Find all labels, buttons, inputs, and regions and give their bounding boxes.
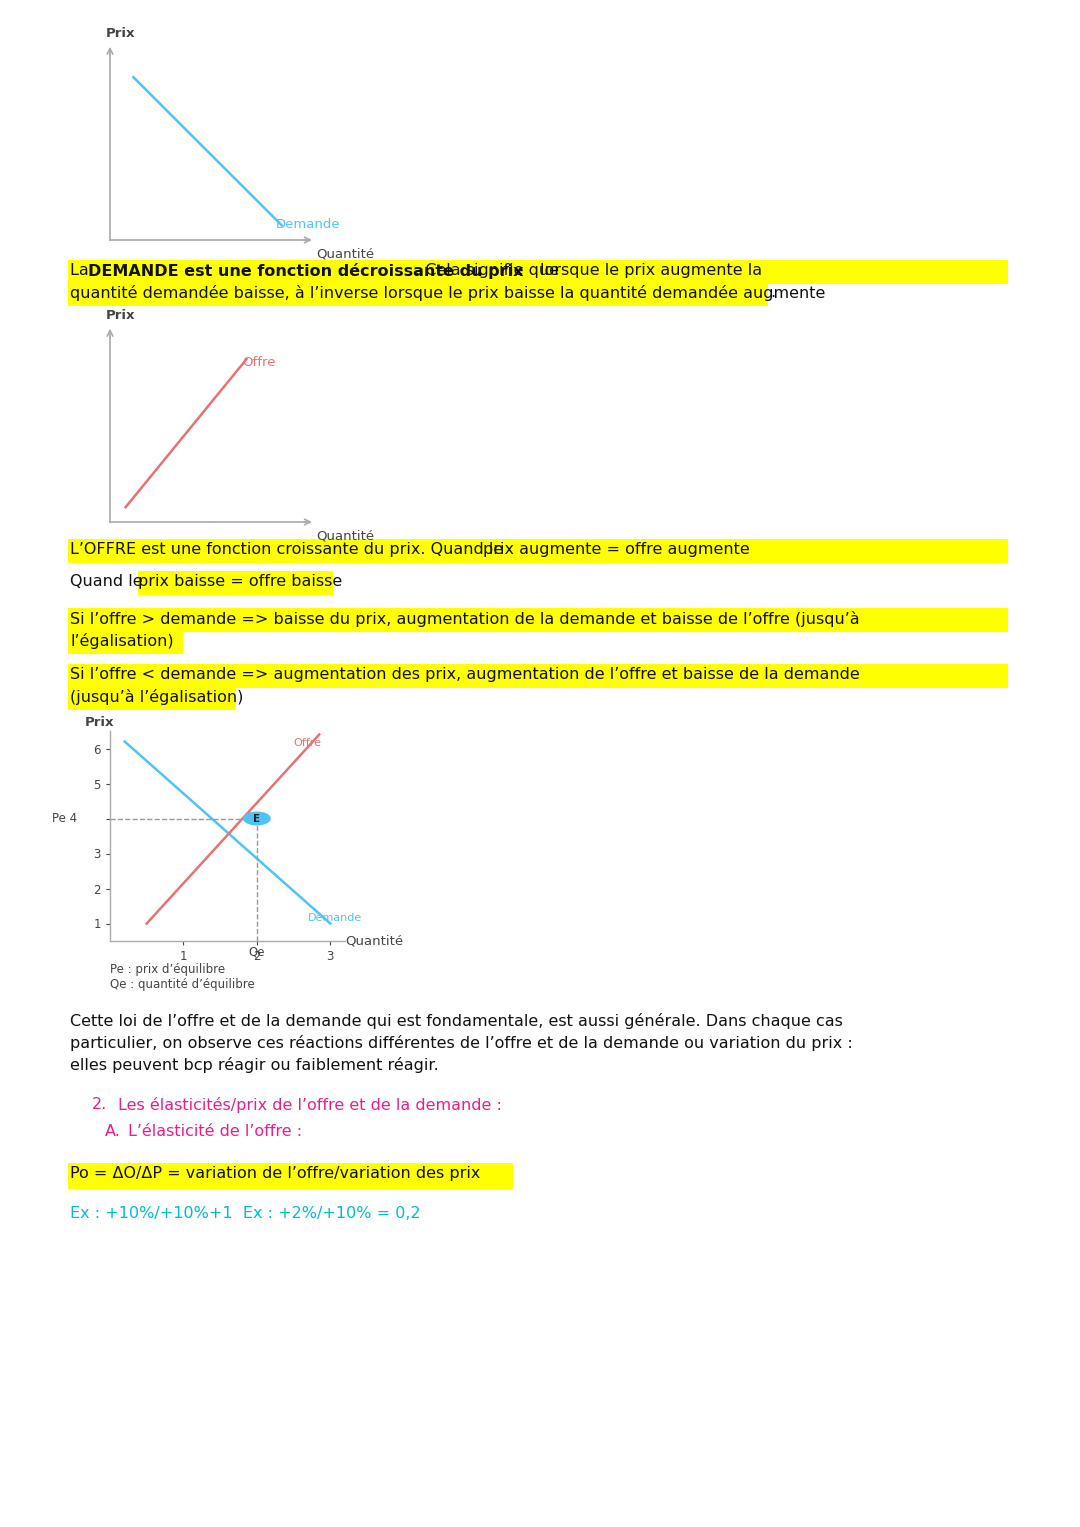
FancyBboxPatch shape — [68, 686, 237, 710]
Text: Quantité: Quantité — [345, 935, 403, 947]
Text: E: E — [254, 814, 260, 823]
Text: DEMANDE est une fonction décroissante du prix: DEMANDE est une fonction décroissante du… — [87, 263, 524, 279]
Text: Qe : quantité d’équilibre: Qe : quantité d’équilibre — [110, 977, 255, 991]
FancyBboxPatch shape — [68, 1164, 513, 1190]
Text: Pe 4: Pe 4 — [52, 812, 77, 825]
Text: elles peuvent bcp réagir ou faiblement réagir.: elles peuvent bcp réagir ou faiblement r… — [70, 1057, 438, 1073]
Text: lorsque le prix augmente la: lorsque le prix augmente la — [540, 263, 762, 278]
FancyBboxPatch shape — [68, 282, 768, 305]
Text: (jusqu’à l’égalisation): (jusqu’à l’égalisation) — [70, 689, 243, 705]
Text: .: . — [770, 286, 775, 299]
Text: Prix: Prix — [84, 716, 113, 730]
Text: Les élasticités/prix de l’offre et de la demande :: Les élasticités/prix de l’offre et de la… — [118, 1096, 502, 1113]
Circle shape — [244, 812, 270, 825]
Text: prix augmente = offre augmente: prix augmente = offre augmente — [483, 542, 750, 557]
FancyBboxPatch shape — [68, 260, 1008, 284]
Text: l’égalisation): l’égalisation) — [70, 634, 174, 649]
FancyBboxPatch shape — [68, 631, 183, 654]
Text: Po = ΔO/ΔP = variation de l’offre/variation des prix: Po = ΔO/ΔP = variation de l’offre/variat… — [70, 1167, 481, 1180]
Text: prix baisse = offre baisse: prix baisse = offre baisse — [138, 574, 342, 589]
Text: Offre: Offre — [294, 738, 322, 748]
Text: Si l’offre < demande => augmentation des prix, augmentation de l’offre et baisse: Si l’offre < demande => augmentation des… — [70, 667, 860, 683]
Text: L’élasticité de l’offre :: L’élasticité de l’offre : — [129, 1124, 302, 1139]
Text: Quand le: Quand le — [70, 574, 148, 589]
Text: Qe: Qe — [248, 945, 265, 959]
FancyBboxPatch shape — [138, 571, 333, 596]
FancyBboxPatch shape — [68, 608, 1008, 632]
FancyBboxPatch shape — [68, 664, 1008, 689]
Text: L’OFFRE est une fonction croissante du prix. Quand le: L’OFFRE est une fonction croissante du p… — [70, 542, 509, 557]
Text: particulier, on observe ces réactions différentes de l’offre et de la demande ou: particulier, on observe ces réactions di… — [70, 1035, 853, 1051]
Text: Demande: Demande — [308, 913, 363, 922]
Text: quantité demandée baisse, à l’inverse lorsque le prix baisse la quantité demandé: quantité demandée baisse, à l’inverse lo… — [70, 286, 825, 301]
Text: Prix: Prix — [106, 27, 136, 40]
Text: . Cela signifie que: . Cela signifie que — [415, 263, 564, 278]
Text: La: La — [70, 263, 94, 278]
Text: Prix: Prix — [106, 308, 136, 322]
Text: Offre: Offre — [243, 356, 276, 368]
Text: Ex : +10%/+10%+1  Ex : +2%/+10% = 0,2: Ex : +10%/+10%+1 Ex : +2%/+10% = 0,2 — [70, 1206, 420, 1222]
Text: Si l’offre > demande => baisse du prix, augmentation de la demande et baisse de : Si l’offre > demande => baisse du prix, … — [70, 611, 860, 628]
Text: Quantité: Quantité — [316, 247, 375, 261]
Text: Quantité: Quantité — [316, 530, 375, 542]
FancyBboxPatch shape — [68, 539, 1008, 563]
Text: 2.: 2. — [92, 1096, 107, 1112]
Text: Demande: Demande — [275, 218, 340, 231]
Text: Pe : prix d’équilibre: Pe : prix d’équilibre — [110, 964, 225, 976]
Text: A.: A. — [105, 1124, 121, 1139]
Text: Cette loi de l’offre et de la demande qui est fondamentale, est aussi générale. : Cette loi de l’offre et de la demande qu… — [70, 1012, 842, 1029]
